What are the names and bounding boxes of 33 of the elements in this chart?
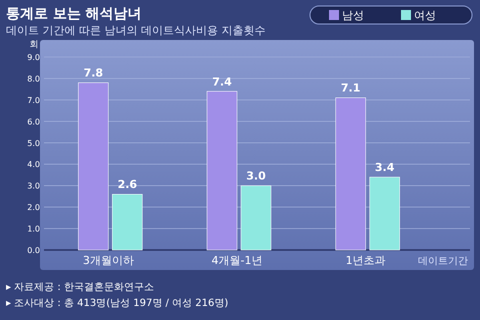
- text: 남성: [342, 9, 364, 22]
- data-label: 7.8: [84, 66, 104, 80]
- y-tick-label: 6.0: [27, 117, 40, 126]
- y-tick-label: 9.0: [27, 53, 40, 62]
- data-label: 7.1: [340, 82, 360, 95]
- chart-title: 통계로 보는 해석남녀: [6, 6, 142, 22]
- y-tick-label: 8.0: [27, 74, 40, 84]
- legend-label: 여성: [414, 9, 436, 22]
- x-tick-label: 3개월이하: [82, 254, 134, 267]
- bar: [206, 91, 238, 250]
- text: ▸ 자료제공 : 한국결혼문화연구소: [6, 282, 154, 293]
- data-label: 7.4: [212, 75, 232, 88]
- y-tick-label: 0.0: [27, 246, 40, 255]
- y-tick-label: 1.0: [27, 224, 40, 234]
- data-label: 3.4: [374, 161, 395, 174]
- bar: [240, 185, 272, 250]
- x-tick-label: 4개월-1년: [212, 254, 262, 267]
- x-tick-label: 1년초과: [346, 254, 386, 267]
- x-axis-title: 데이트기간: [418, 256, 468, 267]
- y-axis-title: 회: [30, 40, 38, 50]
- text: ▸ 조사대상 : 총 413명(남성 197명 / 여성 216명): [6, 298, 228, 309]
- bar: [112, 194, 143, 250]
- y-tick-label: 2.0: [27, 203, 40, 212]
- y-tick-label: 4.0: [27, 160, 40, 170]
- data-label: 3.0: [246, 170, 266, 183]
- y-tick-label: 7.0: [27, 96, 40, 105]
- bar: [335, 97, 366, 250]
- data-label: 2.6: [118, 178, 138, 192]
- chart-subtitle: 데이트 기간에 따른 남녀의 데이트식사비용 지출횟수: [6, 24, 266, 37]
- bar: [369, 176, 400, 250]
- y-tick-label: 3.0: [27, 182, 40, 191]
- bar: [78, 82, 109, 250]
- y-tick-label: 5.0: [27, 138, 40, 148]
